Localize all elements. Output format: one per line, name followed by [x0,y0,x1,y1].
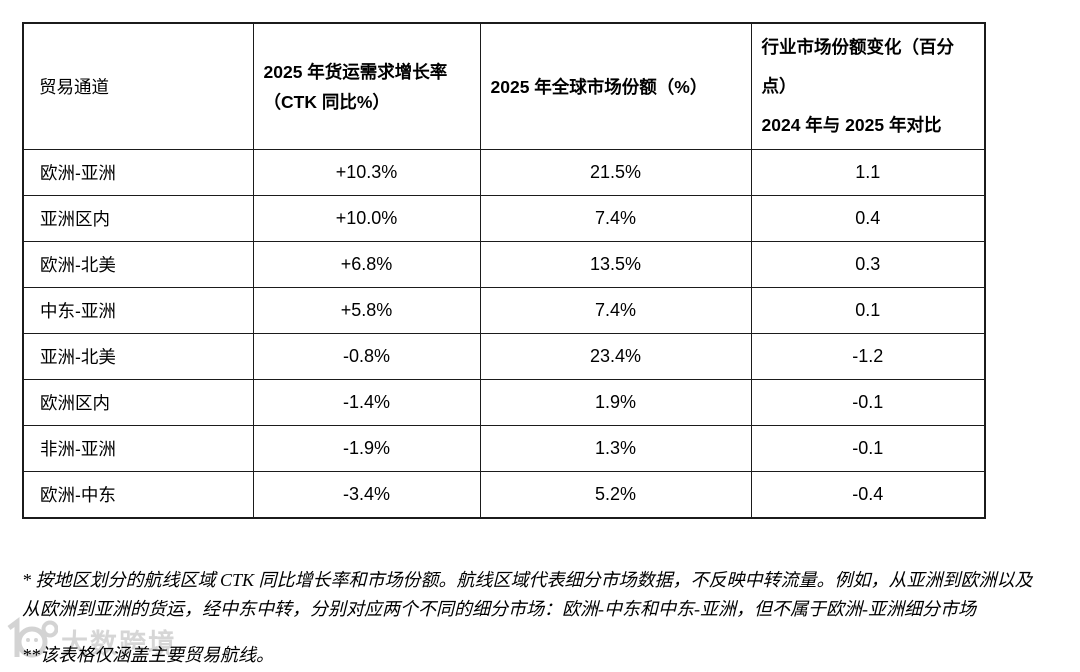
footnotes: * 按地区划分的航线区域 CTK 同比增长率和市场份额。航线区域代表细分市场数据… [22,566,1046,670]
cell-route: 欧洲-北美 [22,241,254,288]
share-change-header-line1: 行业市场份额变化（百分点） [761,37,955,96]
cell-route: 非洲-亚洲 [22,425,254,472]
cell-share-change: -0.1 [750,425,986,472]
cell-share-change: 1.1 [750,149,986,196]
cell-share: 1.9% [479,379,752,426]
cell-growth: -0.8% [252,333,481,380]
cell-route: 欧洲-亚洲 [22,149,254,196]
cell-share-change: -0.4 [750,471,986,518]
table-row: 亚洲区内 +10.0% 7.4% 0.4 [22,195,986,242]
cell-share: 13.5% [479,241,752,288]
cell-growth: -1.9% [252,425,481,472]
cell-growth: +5.8% [252,287,481,334]
cell-route: 中东-亚洲 [22,287,254,334]
cell-growth: +6.8% [252,241,481,288]
cell-share-change: 0.1 [750,287,986,334]
cell-share-change: 0.3 [750,241,986,288]
table-row: 非洲-亚洲 -1.9% 1.3% -0.1 [22,425,986,472]
cell-growth: +10.0% [252,195,481,242]
cell-route: 亚洲-北美 [22,333,254,380]
cell-share: 5.2% [479,471,752,518]
cell-share-change: -1.2 [750,333,986,380]
cell-share: 1.3% [479,425,752,472]
cell-share-change: -0.1 [750,379,986,426]
cell-route: 欧洲-中东 [22,471,254,518]
table-row: 欧洲-北美 +6.8% 13.5% 0.3 [22,241,986,288]
table-header-row: 贸易通道 2025 年货运需求增长率（CTK 同比%） 2025 年全球市场份额… [22,22,986,150]
column-header-demand-growth: 2025 年货运需求增长率（CTK 同比%） [252,22,481,150]
table-row: 欧洲区内 -1.4% 1.9% -0.1 [22,379,986,426]
cell-share: 7.4% [479,195,752,242]
column-header-trade-lane: 贸易通道 [22,22,254,150]
column-header-market-share: 2025 年全球市场份额（%） [479,22,752,150]
cell-route: 欧洲区内 [22,379,254,426]
trade-lane-table: 贸易通道 2025 年货运需求增长率（CTK 同比%） 2025 年全球市场份额… [22,22,986,519]
cell-share: 7.4% [479,287,752,334]
table-row: 中东-亚洲 +5.8% 7.4% 0.1 [22,287,986,334]
cell-growth: +10.3% [252,149,481,196]
cell-growth: -3.4% [252,471,481,518]
cell-share: 23.4% [479,333,752,380]
share-change-header-line2: 2024 年与 2025 年对比 [761,115,942,135]
column-header-share-change: 行业市场份额变化（百分点） 2024 年与 2025 年对比 [750,22,986,150]
cell-share-change: 0.4 [750,195,986,242]
cell-share: 21.5% [479,149,752,196]
table-row: 亚洲-北美 -0.8% 23.4% -1.2 [22,333,986,380]
table-row: 欧洲-亚洲 +10.3% 21.5% 1.1 [22,149,986,196]
cell-growth: -1.4% [252,379,481,426]
footnote-double-asterisk: **该表格仅涵盖主要贸易航线。 [22,645,274,665]
table-row: 欧洲-中东 -3.4% 5.2% -0.4 [22,471,986,518]
cell-route: 亚洲区内 [22,195,254,242]
footnote-asterisk: * 按地区划分的航线区域 CTK 同比增长率和市场份额。航线区域代表细分市场数据… [22,570,1033,619]
